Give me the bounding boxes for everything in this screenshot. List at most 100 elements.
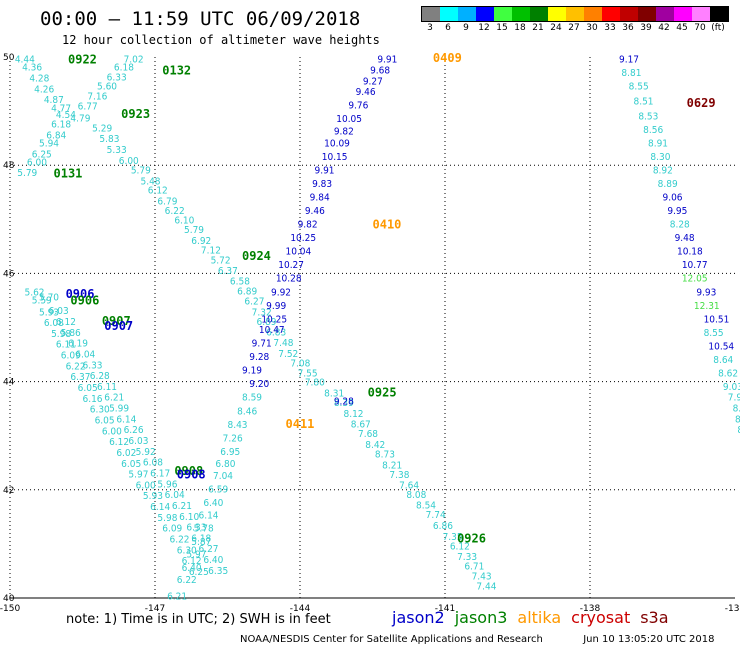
satellite-legend: jason2 jason3 altika cryosat s3a — [392, 608, 669, 627]
colorbar-tick: 18 — [514, 23, 526, 33]
wave-height-label: 8.51 — [634, 96, 654, 107]
lon-tick-label: -135 — [725, 604, 740, 614]
pass-id-label: 0410 — [373, 218, 402, 232]
wave-height-label: 8 — [737, 425, 740, 436]
wave-height-label: 6.86 — [433, 521, 453, 532]
wave-height-label: 6.18 — [51, 120, 71, 131]
wave-height-label: 5.93 — [39, 307, 59, 318]
lat-tick-label: 46 — [3, 269, 15, 279]
pass-id-labels: 0922013209230131040906290924041004090609… — [54, 51, 716, 545]
wave-height-label: 6.08 — [44, 318, 64, 329]
wave-height-label: 4.79 — [70, 114, 90, 125]
colorbar-tick: 3 — [427, 23, 433, 33]
wave-height-label: 6.19 — [68, 339, 88, 350]
wave-height-label: 5.99 — [109, 404, 129, 415]
wave-height-label: 6.12 — [182, 556, 202, 567]
wave-height-label: 12.31 — [694, 301, 720, 312]
pass-id-label: 0411 — [286, 417, 315, 431]
legend-jason2: jason2 — [392, 608, 445, 627]
wave-height-label: 6.89 — [237, 287, 257, 298]
wave-height-label: 10.25 — [290, 233, 316, 244]
legend-s3a: s3a — [640, 608, 669, 627]
lat-tick-label: 42 — [3, 486, 14, 496]
wave-height-label: 6.77 — [78, 102, 98, 113]
wave-height-label: 10.77 — [682, 260, 708, 271]
footnote: note: 1) Time is in UTC; 2) SWH is in fe… — [66, 612, 331, 627]
wave-height-label: 6.18 — [114, 63, 134, 74]
wave-height-label: 5.97 — [186, 550, 206, 561]
colorbar-tick: 15 — [496, 23, 508, 33]
footer-timestamp: Jun 10 13:05:20 UTC 2018 — [583, 634, 715, 645]
colorbar-swatch — [530, 7, 548, 21]
wave-height-label: 6.22 — [170, 534, 190, 545]
map-subtitle: 12 hour collection of altimeter wave hei… — [62, 33, 380, 47]
wave-height-label: 6.33 — [83, 360, 103, 371]
colorbar-swatch — [422, 7, 440, 21]
wave-height-label: 8.46 — [237, 406, 257, 417]
wave-height-label: 9.20 — [249, 379, 269, 390]
wave-height-label: 7.26 — [223, 433, 243, 444]
wave-height-label: 10.47 — [259, 325, 285, 336]
wave-height-label: 8.81 — [621, 68, 641, 79]
wave-height-label: 9.76 — [348, 101, 368, 112]
wave-height-label: 5.87 — [191, 537, 211, 548]
colorbar-swatch — [656, 7, 674, 21]
map-frame — [9, 57, 735, 599]
wave-height-label: 5.98 — [157, 513, 177, 524]
wave-height-label: 6.08 — [143, 458, 163, 469]
wave-height-label: 5.72 — [211, 255, 231, 266]
wave-height-label: 9.91 — [377, 55, 397, 66]
wave-height-label: 7.44 — [476, 582, 496, 593]
wave-height-label: 8.28 — [670, 220, 690, 231]
lat-tick-label: 48 — [3, 161, 15, 171]
wave-height-label: 5.83 — [99, 134, 119, 145]
wave-height-label: 9.27 — [363, 76, 383, 87]
wave-height-label: 6.21 — [104, 393, 124, 404]
wave-height-label: 9.82 — [298, 220, 318, 231]
wave-height-label: 6.14 — [199, 511, 219, 522]
wave-height-label: 10.15 — [322, 152, 348, 163]
wave-height-label: 6.22 — [66, 361, 86, 372]
pass-id-label: 0922 — [68, 53, 97, 67]
wave-height-label: 7.64 — [399, 480, 419, 491]
wave-height-label: 6.09 — [162, 524, 182, 535]
wave-height-label: 9.68 — [370, 65, 390, 76]
wave-height-label: 6.33 — [186, 523, 206, 534]
wave-height-label: 6.83 — [266, 327, 286, 338]
pass-id-label: 0908 — [177, 468, 206, 482]
wave-height-label: 6.37 — [218, 266, 238, 277]
pass-id-label: 0409 — [433, 51, 462, 65]
wave-height-label: 8.53 — [638, 111, 658, 122]
colorbar-tick: 6 — [445, 23, 451, 33]
wave-height-label: 7.02 — [124, 55, 144, 66]
legend-altika: altika — [517, 608, 562, 627]
colorbar-tick: 21 — [532, 23, 544, 33]
wave-height-label: 7.12 — [201, 246, 221, 257]
lon-tick-label: -150 — [0, 604, 20, 614]
wave-height-label: 4.36 — [22, 63, 42, 74]
wave-height-label: 12.05 — [682, 274, 708, 285]
wave-height-label: 5.79 — [17, 168, 37, 179]
wave-height-label: 6.11 — [97, 382, 117, 393]
graticule — [10, 57, 735, 598]
wave-height-label: 4.77 — [51, 103, 71, 114]
wave-height-label: 6.40 — [203, 555, 223, 566]
wave-height-label: 9.91 — [315, 166, 335, 177]
wave-height-label: 8. — [733, 404, 740, 415]
wave-height-label: 6.30 — [90, 405, 110, 416]
pass-id-label: 0131 — [54, 166, 83, 180]
pass-id-label: 0923 — [121, 107, 150, 121]
wave-height-label: 6.80 — [215, 459, 235, 470]
wave-height-label: 9.28 — [249, 352, 269, 363]
colorbar-swatch — [440, 7, 458, 21]
wave-height-label: 6.33 — [107, 72, 127, 83]
legend-jason3: jason3 — [454, 608, 508, 627]
wave-height-label: 4.28 — [29, 74, 49, 85]
wave-height-label: 5.79 — [131, 166, 151, 177]
wave-height-label: 10.54 — [708, 341, 734, 352]
wave-height-label: 6.40 — [182, 563, 202, 574]
wave-height-label: 10.27 — [278, 260, 304, 271]
wave-height-label: 7.35 — [443, 532, 463, 543]
wave-height-label: 9.17 — [619, 55, 639, 66]
